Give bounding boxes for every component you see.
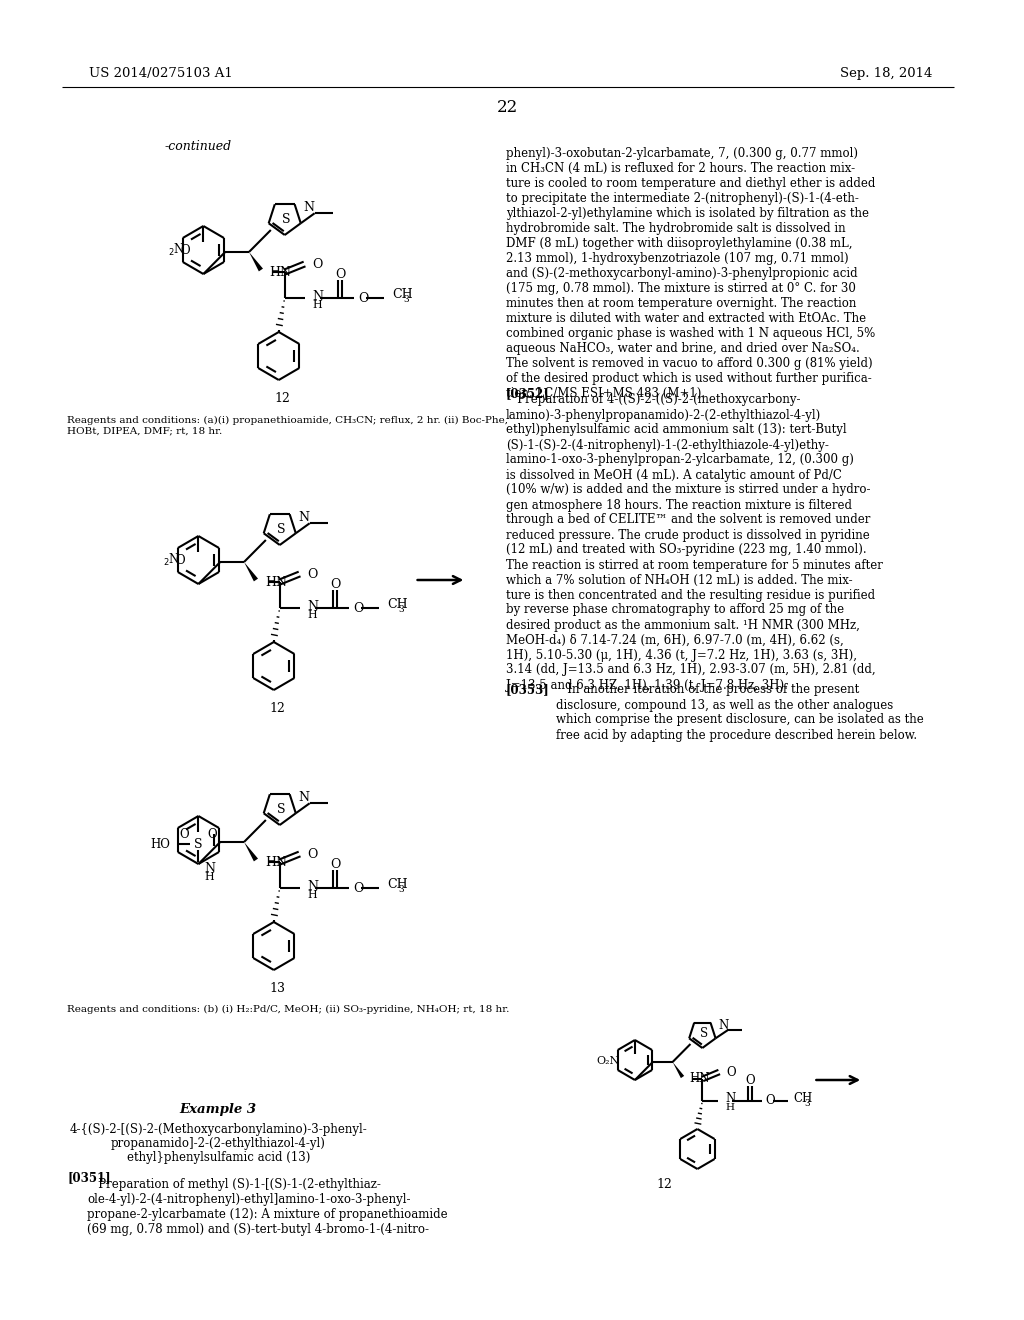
Text: S: S: [195, 837, 203, 850]
Text: 4-{(S)-2-[(S)-2-(Methoxycarbonylamino)-3-phenyl-: 4-{(S)-2-[(S)-2-(Methoxycarbonylamino)-3…: [70, 1123, 368, 1137]
Text: S: S: [700, 1027, 709, 1040]
Text: O₂N: O₂N: [597, 1056, 620, 1067]
Polygon shape: [673, 1063, 684, 1078]
Text: $_2$N: $_2$N: [168, 242, 185, 257]
Text: O: O: [330, 578, 341, 590]
Text: CH: CH: [387, 598, 408, 611]
Text: $_2$N: $_2$N: [163, 552, 180, 568]
Text: Reagents and conditions: (b) (i) H₂:Pd/C, MeOH; (ii) SO₃-pyridine, NH₄OH; rt, 18: Reagents and conditions: (b) (i) H₂:Pd/C…: [68, 1005, 510, 1014]
Text: O: O: [766, 1094, 775, 1107]
Polygon shape: [249, 252, 263, 272]
Polygon shape: [244, 842, 258, 862]
Text: S: S: [278, 803, 286, 816]
Text: CH: CH: [794, 1093, 813, 1106]
Text: N: N: [312, 289, 324, 302]
Text: N: N: [725, 1093, 735, 1106]
Text: Preparation of 4-((S)-2-((S)-2-(methoxycarbony-
lamino)-3-phenylpropanamido)-2-(: Preparation of 4-((S)-2-((S)-2-(methoxyc…: [506, 393, 883, 692]
Text: H: H: [725, 1104, 734, 1113]
Text: O: O: [180, 243, 190, 256]
Text: HN: HN: [689, 1072, 710, 1085]
Text: H: H: [307, 610, 317, 620]
Text: HN: HN: [265, 576, 287, 589]
Text: [0352]: [0352]: [506, 387, 550, 400]
Text: HN: HN: [265, 855, 287, 869]
Text: Example 3: Example 3: [179, 1104, 257, 1117]
Text: [0351]: [0351]: [68, 1172, 111, 1184]
Text: Sep. 18, 2014: Sep. 18, 2014: [840, 67, 933, 81]
Text: Reagents and conditions: (a)(i) propanethioamide, CH₃CN; reflux, 2 hr. (ii) Boc-: Reagents and conditions: (a)(i) propanet…: [68, 416, 509, 436]
Text: O: O: [176, 553, 185, 566]
Text: O: O: [330, 858, 341, 870]
Text: O: O: [307, 847, 317, 861]
Text: S: S: [278, 523, 286, 536]
Text: Preparation of methyl (S)-1-[(S)-1-(2-ethylthiaz-
ole-4-yl)-2-(4-nitrophenyl)-et: Preparation of methyl (S)-1-[(S)-1-(2-et…: [87, 1177, 447, 1236]
Text: O: O: [726, 1065, 736, 1078]
Text: 3: 3: [398, 606, 404, 615]
Text: [0353]: [0353]: [506, 684, 550, 697]
Text: N: N: [307, 599, 318, 612]
Text: S: S: [283, 213, 291, 226]
Text: N: N: [299, 511, 309, 524]
Text: 12: 12: [656, 1179, 673, 1192]
Text: CH: CH: [387, 879, 408, 891]
Text: H: H: [307, 890, 317, 900]
Text: 22: 22: [498, 99, 518, 116]
Text: 3: 3: [805, 1098, 810, 1107]
Text: HN: HN: [269, 265, 292, 279]
Text: N: N: [303, 201, 314, 214]
Text: O: O: [745, 1074, 755, 1088]
Text: O: O: [312, 257, 323, 271]
Text: 3: 3: [403, 296, 410, 305]
Text: N: N: [719, 1019, 729, 1032]
Text: propanamido]-2-(2-ethylthiazol-4-yl): propanamido]-2-(2-ethylthiazol-4-yl): [111, 1138, 326, 1151]
Text: O: O: [335, 268, 345, 281]
Text: 13: 13: [269, 982, 286, 994]
Text: O: O: [358, 292, 369, 305]
Text: N: N: [299, 791, 309, 804]
Text: H: H: [205, 873, 214, 882]
Text: HO: HO: [151, 837, 171, 850]
Text: O: O: [179, 828, 189, 841]
Text: ethyl}phenylsulfamic acid (13): ethyl}phenylsulfamic acid (13): [127, 1151, 310, 1164]
Text: 12: 12: [270, 701, 286, 714]
Polygon shape: [244, 562, 258, 581]
Text: O: O: [208, 828, 217, 841]
Text: CH: CH: [392, 289, 413, 301]
Text: US 2014/0275103 A1: US 2014/0275103 A1: [89, 67, 233, 81]
Text: N: N: [205, 862, 215, 874]
Text: In another iteration of the process of the present
disclosure, compound 13, as w: In another iteration of the process of t…: [556, 684, 924, 742]
Text: O: O: [353, 882, 364, 895]
Text: N: N: [307, 879, 318, 892]
Text: 3: 3: [398, 886, 404, 895]
Text: O: O: [307, 568, 317, 581]
Text: O: O: [353, 602, 364, 615]
Text: -continued: -continued: [165, 140, 232, 153]
Text: H: H: [312, 300, 323, 310]
Text: 12: 12: [274, 392, 291, 404]
Text: phenyl)-3-oxobutan-2-ylcarbamate, 7, (0.300 g, 0.77 mmol)
in CH₃CN (4 mL) is ref: phenyl)-3-oxobutan-2-ylcarbamate, 7, (0.…: [506, 147, 876, 400]
